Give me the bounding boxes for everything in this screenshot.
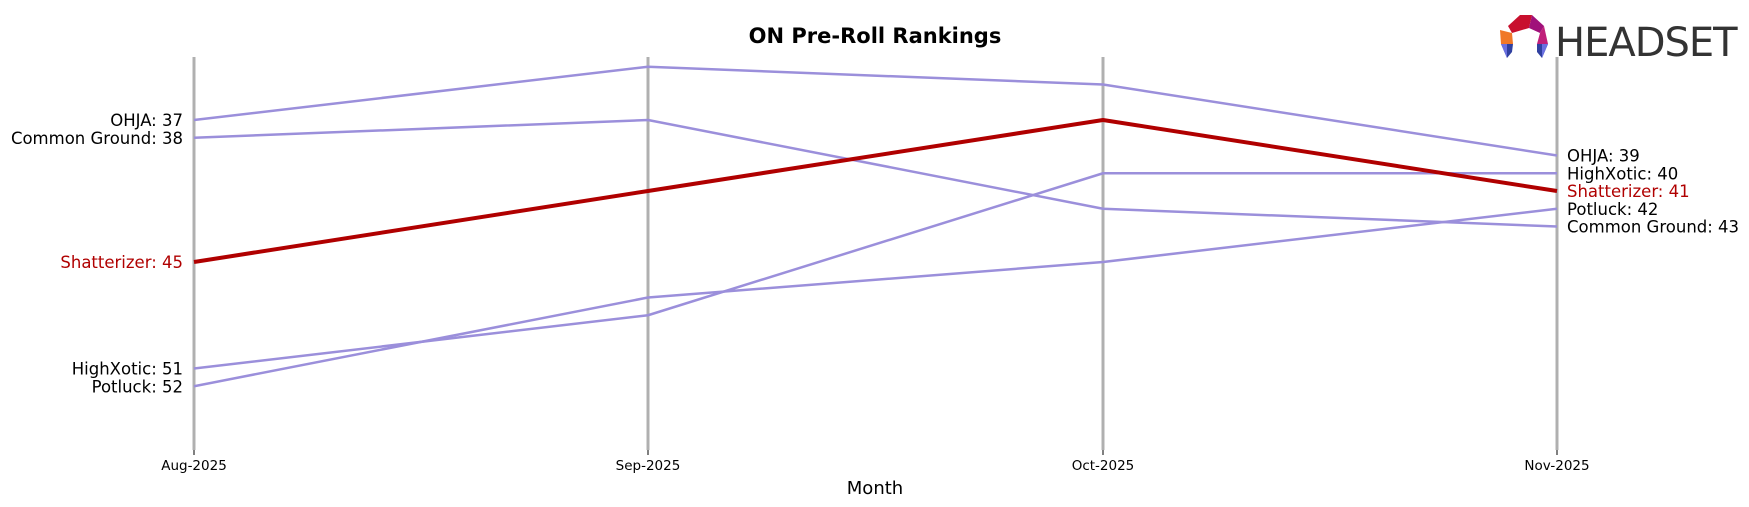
start-label-common-ground: Common Ground: 38 bbox=[11, 129, 183, 148]
end-label-ohja: OHJA: 39 bbox=[1567, 147, 1640, 166]
start-label-potluck: Potluck: 52 bbox=[92, 377, 183, 396]
series-line-shatterizer bbox=[193, 118, 1558, 264]
start-label-highxotic: HighXotic: 51 bbox=[72, 360, 183, 379]
series-line-potluck bbox=[193, 207, 1558, 388]
headset-logo: HEADSET bbox=[1500, 15, 1739, 66]
x-tick-label: Nov-2025 bbox=[1524, 458, 1589, 474]
x-tick-label: Sep-2025 bbox=[616, 458, 681, 474]
start-label-shatterizer: Shatterizer: 45 bbox=[60, 253, 183, 272]
headset-logo-text: HEADSET bbox=[1555, 20, 1738, 66]
end-label-potluck: Potluck: 42 bbox=[1567, 200, 1658, 219]
x-axis-label: Month bbox=[847, 478, 903, 499]
x-axis-ticks: Aug-2025 Sep-2025 Oct-2025 Nov-2025 bbox=[161, 450, 1590, 474]
month-gridlines bbox=[192, 57, 1559, 450]
x-tick-label: Oct-2025 bbox=[1072, 458, 1135, 474]
series-line-ohja bbox=[193, 65, 1558, 157]
series-line-common-ground bbox=[193, 118, 1558, 228]
end-label-common-ground: Common Ground: 43 bbox=[1567, 218, 1739, 237]
series-line-highxotic bbox=[193, 172, 1557, 370]
x-tick-label: Aug-2025 bbox=[161, 458, 227, 474]
series-lines bbox=[193, 65, 1558, 388]
end-label-highxotic: HighXotic: 40 bbox=[1567, 164, 1678, 183]
end-labels: OHJA: 39 Common Ground: 43 Shatterizer: 41… bbox=[1567, 147, 1739, 237]
headset-logo-icon bbox=[1500, 15, 1548, 58]
start-label-ohja: OHJA: 37 bbox=[110, 111, 183, 130]
chart-title: ON Pre-Roll Rankings bbox=[749, 24, 1002, 48]
end-label-shatterizer: Shatterizer: 41 bbox=[1567, 182, 1690, 201]
